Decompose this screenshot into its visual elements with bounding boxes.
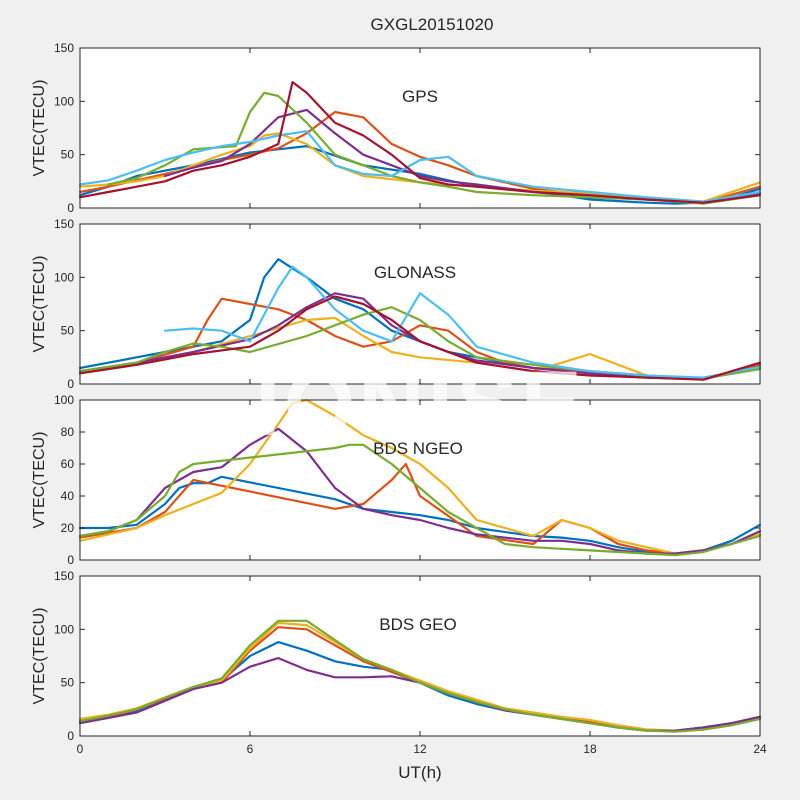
panel-2: 0 50 100 150 VTEC(TECU) GLONASS: [31, 217, 762, 391]
y-tick-label: 50: [61, 676, 75, 690]
series-line-5: [78, 443, 762, 557]
x-tick-label: 6: [247, 742, 254, 756]
series-line-5: [107, 91, 762, 205]
y-axis-label: VTEC(TECU): [31, 80, 48, 177]
y-tick-label: 50: [61, 324, 75, 338]
x-tick-label: 0: [77, 742, 84, 756]
panel-1: 0 50 100 150 VTEC(TECU) GPS: [31, 41, 762, 215]
y-tick-label: 50: [61, 148, 75, 162]
y-tick-label: 0: [67, 377, 74, 391]
y-tick-label: 60: [61, 457, 75, 471]
series-line-5: [78, 619, 762, 733]
panel-label: GLONASS: [374, 263, 456, 282]
panel-label: GPS: [402, 87, 438, 106]
y-tick-label: 100: [54, 270, 74, 284]
panel-label: BDS GEO: [379, 615, 456, 634]
plot-area: [80, 576, 760, 736]
series-line-4: [78, 292, 762, 380]
y-tick-label: 0: [67, 553, 74, 567]
y-tick-label: 0: [67, 729, 74, 743]
series-line-7: [78, 80, 762, 204]
y-tick-label: 80: [61, 425, 75, 439]
x-tick-label: 12: [413, 742, 427, 756]
y-axis-label: VTEC(TECU): [31, 432, 48, 529]
y-tick-label: 150: [54, 569, 74, 583]
figure-title: GXGL20151020: [371, 15, 494, 34]
series-line-7: [78, 295, 762, 381]
y-tick-label: 100: [54, 94, 74, 108]
y-tick-label: 40: [61, 489, 75, 503]
x-tick-label: 24: [753, 742, 767, 756]
plot-area: [80, 48, 760, 208]
series-line-6: [78, 130, 762, 203]
y-tick-label: 150: [54, 41, 74, 55]
y-tick-label: 100: [54, 622, 74, 636]
series-line-3: [78, 398, 762, 555]
watermark-text: IONISE: [255, 353, 585, 455]
x-axis-label: UT(h): [398, 763, 441, 782]
y-tick-label: 100: [54, 393, 74, 407]
x-tick-label: 18: [583, 742, 597, 756]
y-tick-label: 20: [61, 521, 75, 535]
y-axis-label: VTEC(TECU): [31, 256, 48, 353]
series-line-3: [78, 316, 762, 380]
panel-3: 0 20 40 60 80 100 VTEC(TECU) BDS NGEO: [31, 393, 762, 567]
y-tick-label: 0: [67, 201, 74, 215]
panel-4: 0 50 100 150 0 6 12 18 24 VTEC(TECU) BDS GEO: [31, 569, 767, 756]
y-axis-label: VTEC(TECU): [31, 608, 48, 705]
series-line-6: [163, 265, 762, 379]
y-tick-label: 150: [54, 217, 74, 231]
panel-label: BDS NGEO: [373, 439, 463, 458]
